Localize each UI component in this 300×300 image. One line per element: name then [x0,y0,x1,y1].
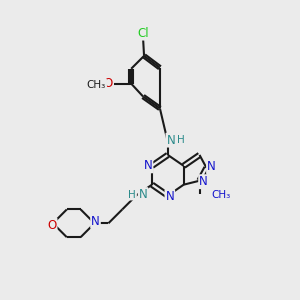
Text: O: O [47,219,56,232]
Text: N: N [207,160,216,173]
Text: N: N [167,134,175,147]
Text: N: N [91,215,100,228]
Text: N: N [139,188,147,201]
Text: H: H [128,190,136,200]
Text: H: H [177,135,184,145]
Text: CH₃: CH₃ [87,80,106,90]
Text: N: N [199,175,208,188]
Text: N: N [144,159,152,172]
Text: N: N [165,190,174,203]
Text: Cl: Cl [137,27,149,40]
Text: O: O [103,77,112,90]
Text: CH₃: CH₃ [212,190,231,200]
